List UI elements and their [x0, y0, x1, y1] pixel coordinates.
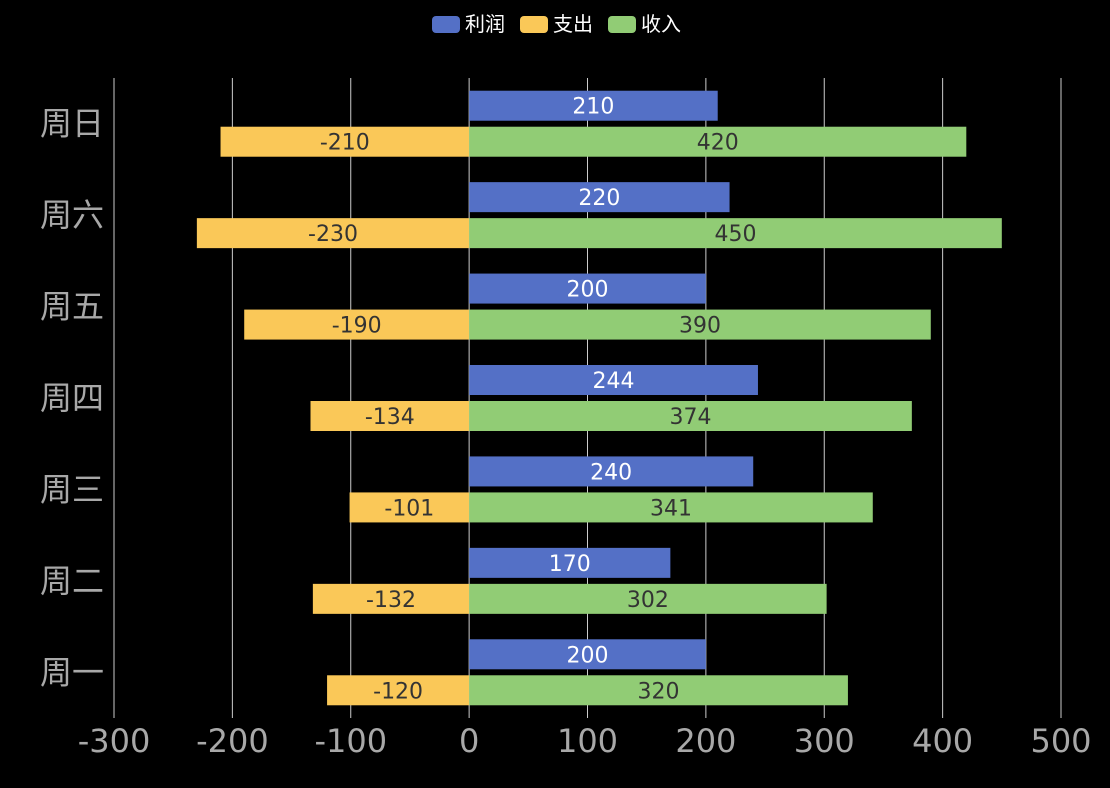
bar-label-cost: -210 — [320, 131, 370, 156]
bar-label-cost: -230 — [308, 222, 358, 247]
x-tick-label: -200 — [196, 722, 269, 760]
bar-profit[interactable] — [469, 639, 706, 670]
x-tick-label: 0 — [459, 722, 479, 760]
bar-label-income: 341 — [650, 496, 692, 521]
bar-label-profit: 220 — [578, 186, 620, 211]
bar-cost[interactable] — [349, 492, 470, 523]
bar-cost[interactable] — [196, 218, 470, 249]
legend-swatch — [608, 16, 636, 33]
bar-label-profit: 240 — [590, 460, 632, 485]
bar-cost[interactable] — [220, 126, 470, 157]
bar-label-cost: -132 — [366, 588, 416, 613]
x-tick-label: 100 — [557, 722, 618, 760]
bar-label-cost: -190 — [332, 314, 382, 339]
legend-item[interactable]: 收入 — [608, 12, 681, 36]
legend-item[interactable]: 支出 — [520, 12, 593, 36]
bar-label-profit: 210 — [572, 95, 614, 120]
bar-profit[interactable] — [469, 273, 706, 304]
bar-profit[interactable] — [469, 90, 718, 121]
bar-label-income: 390 — [679, 314, 721, 339]
legend-swatch — [520, 16, 548, 33]
x-tick-label: 500 — [1030, 722, 1091, 760]
legend-swatch — [432, 16, 460, 33]
bar-label-profit: 200 — [567, 278, 609, 303]
bar-cost[interactable] — [312, 583, 470, 614]
x-axis-labels: -300 -200 -100 0 100 200 300 400 500 — [78, 722, 1092, 760]
bar-profit[interactable] — [469, 182, 730, 213]
y-tick-label: 周二 — [40, 562, 104, 600]
bar-label-cost: -120 — [373, 679, 423, 704]
y-tick-label: 周三 — [40, 470, 104, 508]
labels-layer: 200 -120 320 170 -132 302 240 -101 341 244 -134 374… — [308, 95, 756, 705]
bar-income[interactable] — [469, 675, 848, 706]
y-tick-label: 周五 — [40, 288, 104, 326]
bar-label-income: 302 — [627, 588, 669, 613]
grid-layer — [113, 78, 1062, 718]
legend-label: 支出 — [553, 12, 593, 36]
y-tick-label: 周日 — [40, 105, 104, 143]
legend-label: 利润 — [465, 12, 505, 36]
legend[interactable]: 利润 支出 收入 — [432, 12, 681, 36]
bar-profit[interactable] — [469, 456, 754, 487]
bar-label-income: 320 — [638, 679, 680, 704]
bar-cost[interactable] — [327, 675, 470, 706]
x-tick-label: 400 — [912, 722, 973, 760]
legend-item[interactable]: 利润 — [432, 12, 505, 36]
bar-income[interactable] — [469, 492, 873, 523]
x-tick-label: -300 — [78, 722, 151, 760]
bar-profit[interactable] — [469, 365, 758, 395]
y-tick-label: 周一 — [40, 653, 104, 691]
bars-layer — [196, 90, 1002, 706]
y-axis-labels: 周一 周二 周三 周四 周五 周六 周日 — [40, 105, 104, 692]
bar-label-income: 450 — [714, 222, 756, 247]
x-tick-label: 200 — [675, 722, 736, 760]
legend-label: 收入 — [641, 12, 681, 36]
bar-cost[interactable] — [310, 401, 470, 431]
bar-label-profit: 170 — [549, 552, 591, 577]
bar-label-profit: 244 — [593, 369, 635, 394]
y-tick-label: 周四 — [40, 379, 104, 417]
bar-income[interactable] — [469, 309, 931, 340]
bar-label-income: 374 — [669, 405, 711, 430]
bar-income[interactable] — [469, 126, 967, 157]
bar-income[interactable] — [469, 583, 827, 614]
bar-income[interactable] — [469, 401, 912, 431]
x-tick-label: 300 — [794, 722, 855, 760]
bar-label-profit: 200 — [567, 643, 609, 668]
bar-label-cost: -134 — [365, 405, 415, 430]
bar-label-cost: -101 — [384, 496, 434, 521]
bar-label-income: 420 — [697, 131, 739, 156]
y-tick-label: 周六 — [40, 196, 104, 234]
bar-income[interactable] — [469, 218, 1002, 249]
bar-cost[interactable] — [244, 309, 470, 340]
x-tick-label: -100 — [314, 722, 387, 760]
bar-profit[interactable] — [469, 547, 671, 578]
